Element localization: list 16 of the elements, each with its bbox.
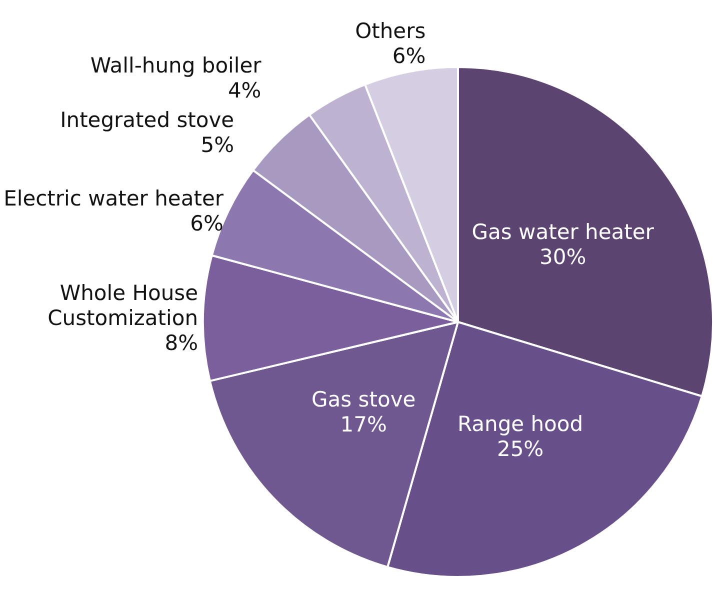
data-label: 17% — [340, 412, 387, 437]
slice-label: Range hood — [458, 412, 584, 436]
slice-label: Others — [355, 18, 426, 43]
data-label: 6% — [392, 44, 426, 68]
slice-label: Whole House Customization — [48, 281, 198, 330]
data-label: 4% — [228, 78, 262, 102]
data-label: 6% — [190, 211, 224, 236]
slice-label: Gas water heater — [472, 220, 654, 244]
slice-label: Electric water heater — [4, 186, 224, 210]
data-label: 8% — [164, 331, 198, 356]
slice-label: Integrated stove — [60, 108, 234, 132]
slice-label: Wall-hung boiler — [90, 53, 262, 78]
data-label: 5% — [200, 132, 234, 157]
data-label: 30% — [540, 244, 586, 269]
data-label: 25% — [496, 437, 544, 462]
slice-label: Gas stove — [312, 388, 416, 412]
